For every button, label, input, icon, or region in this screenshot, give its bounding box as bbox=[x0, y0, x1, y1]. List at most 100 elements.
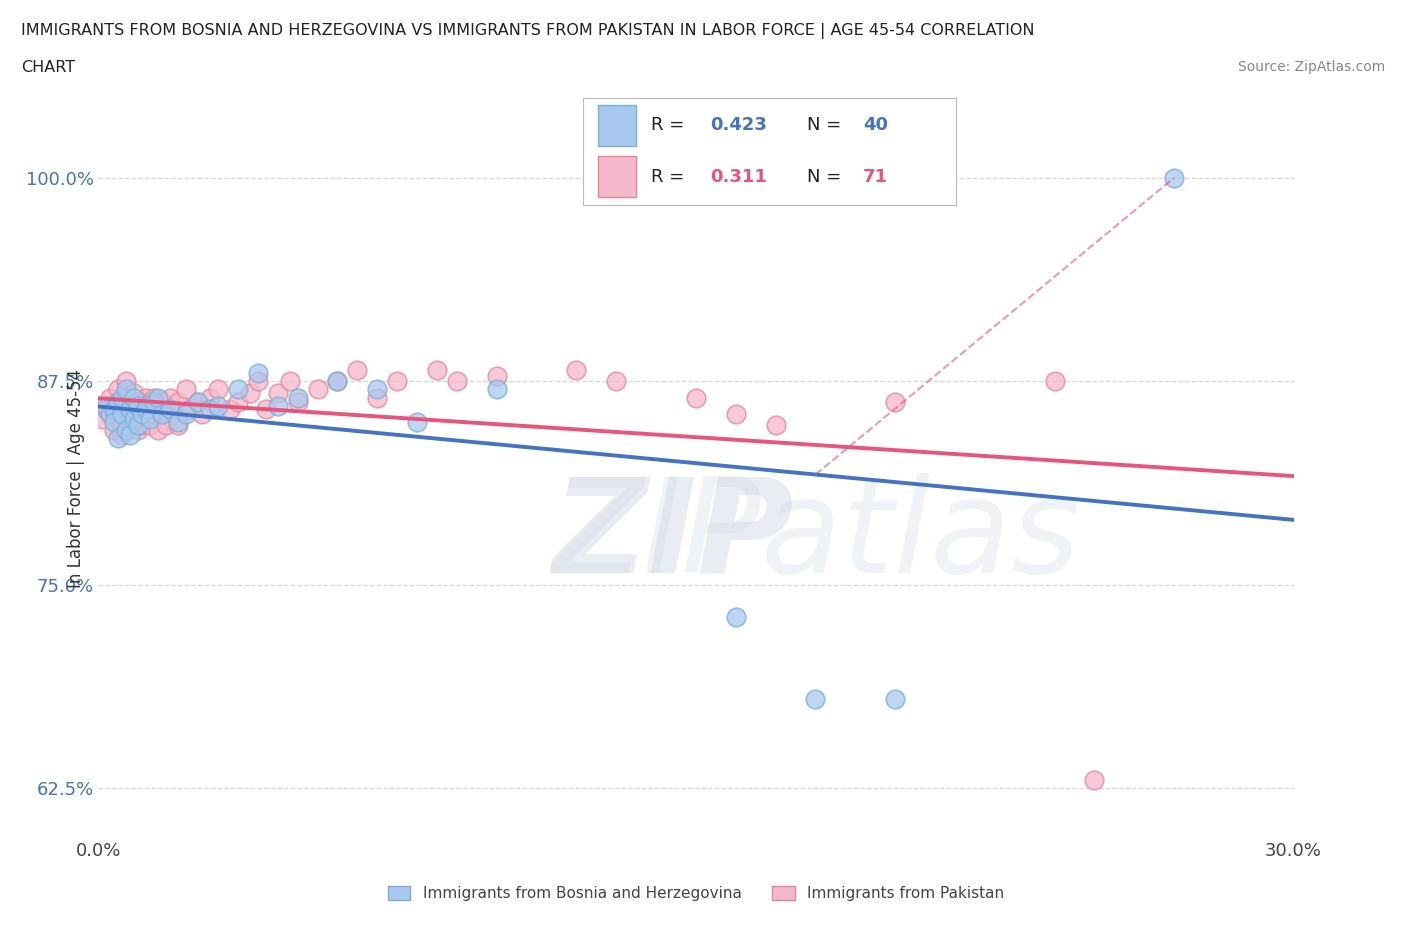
Point bbox=[724, 610, 747, 625]
Point bbox=[884, 691, 907, 706]
Point bbox=[111, 390, 134, 405]
Point bbox=[107, 431, 129, 445]
Text: 71: 71 bbox=[863, 167, 889, 186]
Point bbox=[366, 382, 388, 397]
Point bbox=[131, 402, 153, 417]
Point bbox=[485, 369, 508, 384]
Point bbox=[155, 418, 177, 432]
Point bbox=[127, 406, 149, 421]
Text: ZIP: ZIP bbox=[553, 472, 794, 600]
Point bbox=[120, 411, 142, 426]
Point bbox=[485, 382, 508, 397]
Point bbox=[120, 402, 142, 417]
Point bbox=[115, 406, 138, 421]
Point bbox=[120, 418, 142, 432]
Point bbox=[115, 422, 138, 437]
Point bbox=[143, 390, 166, 405]
Point bbox=[115, 382, 138, 397]
Text: R =: R = bbox=[651, 116, 683, 135]
Point bbox=[565, 363, 588, 378]
Text: 40: 40 bbox=[863, 116, 889, 135]
Point bbox=[1043, 374, 1066, 389]
Point bbox=[159, 402, 181, 417]
Point bbox=[254, 402, 277, 417]
Text: N =: N = bbox=[807, 116, 841, 135]
Point bbox=[96, 398, 118, 413]
Text: R =: R = bbox=[651, 167, 683, 186]
Point bbox=[103, 415, 125, 430]
Point bbox=[124, 385, 146, 400]
Point bbox=[174, 406, 197, 421]
Point bbox=[111, 406, 134, 421]
Point bbox=[1163, 170, 1185, 185]
Point bbox=[150, 406, 173, 421]
Point bbox=[124, 402, 146, 417]
Point bbox=[107, 395, 129, 410]
Text: 0.423: 0.423 bbox=[710, 116, 768, 135]
FancyBboxPatch shape bbox=[599, 156, 636, 197]
Point bbox=[187, 395, 209, 410]
Point bbox=[1083, 773, 1105, 788]
Point bbox=[174, 382, 197, 397]
Point bbox=[127, 418, 149, 432]
Point bbox=[198, 390, 221, 405]
Point bbox=[287, 390, 309, 405]
Point bbox=[163, 406, 186, 421]
Text: N =: N = bbox=[807, 167, 841, 186]
Point bbox=[120, 395, 142, 410]
Point bbox=[724, 406, 747, 421]
Point bbox=[107, 411, 129, 426]
Point bbox=[111, 428, 134, 443]
Point bbox=[426, 363, 449, 378]
Point bbox=[115, 390, 138, 405]
Point bbox=[159, 402, 181, 417]
Point bbox=[115, 374, 138, 389]
Point bbox=[103, 402, 125, 417]
Point bbox=[307, 382, 329, 397]
Point bbox=[124, 390, 146, 405]
Point bbox=[135, 402, 157, 417]
FancyBboxPatch shape bbox=[599, 105, 636, 146]
Point bbox=[107, 382, 129, 397]
Point bbox=[167, 395, 190, 410]
Point bbox=[287, 395, 309, 410]
Point bbox=[131, 406, 153, 421]
Point bbox=[148, 402, 170, 417]
Point bbox=[207, 382, 229, 397]
Point bbox=[167, 418, 190, 432]
Point bbox=[366, 390, 388, 405]
Point bbox=[605, 374, 627, 389]
Point bbox=[148, 422, 170, 437]
Text: ZIPatlas: ZIPatlas bbox=[553, 472, 1080, 600]
Point bbox=[91, 411, 114, 426]
Point bbox=[267, 385, 290, 400]
Text: CHART: CHART bbox=[21, 60, 75, 75]
Text: IMMIGRANTS FROM BOSNIA AND HERZEGOVINA VS IMMIGRANTS FROM PAKISTAN IN LABOR FORC: IMMIGRANTS FROM BOSNIA AND HERZEGOVINA V… bbox=[21, 23, 1035, 39]
Legend: Immigrants from Bosnia and Herzegovina, Immigrants from Pakistan: Immigrants from Bosnia and Herzegovina, … bbox=[388, 886, 1004, 901]
Point bbox=[406, 415, 429, 430]
Point bbox=[107, 395, 129, 410]
Point bbox=[148, 390, 170, 405]
Point bbox=[111, 402, 134, 417]
Point bbox=[120, 428, 142, 443]
Point bbox=[159, 390, 181, 405]
Point bbox=[346, 363, 368, 378]
Point bbox=[127, 398, 149, 413]
Point bbox=[103, 422, 125, 437]
Y-axis label: In Labor Force | Age 45-54: In Labor Force | Age 45-54 bbox=[66, 369, 84, 589]
Point bbox=[246, 374, 269, 389]
Point bbox=[139, 411, 162, 426]
Point bbox=[804, 691, 827, 706]
Point bbox=[765, 418, 787, 432]
Point bbox=[385, 374, 409, 389]
Point bbox=[246, 365, 269, 380]
Point bbox=[139, 418, 162, 432]
Point bbox=[98, 406, 122, 421]
Point bbox=[326, 374, 349, 389]
Point bbox=[226, 395, 249, 410]
Point bbox=[446, 374, 468, 389]
Point bbox=[219, 402, 242, 417]
Point bbox=[98, 390, 122, 405]
Point bbox=[127, 395, 149, 410]
Point bbox=[96, 402, 118, 417]
